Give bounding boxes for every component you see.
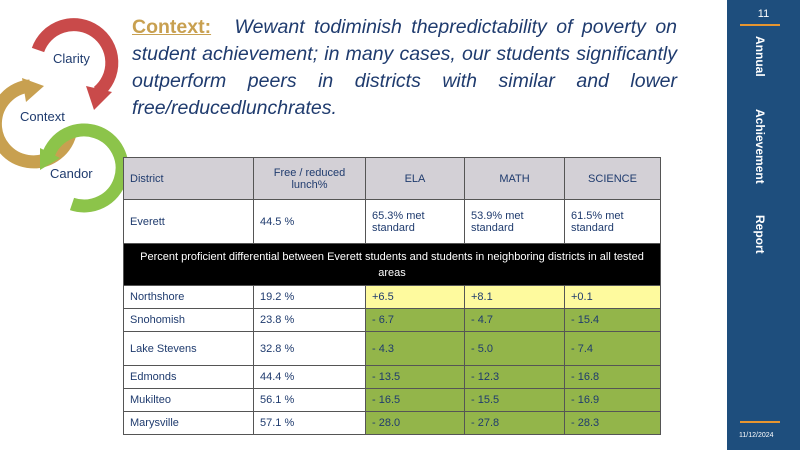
cell-district: Lake Stevens [123, 331, 254, 366]
cell-math: - 5.0 [464, 331, 565, 366]
cell-math: - 15.5 [464, 388, 565, 412]
table-row: Edmonds 44.4 % - 13.5 - 12.3 - 16.8 [123, 365, 661, 389]
clarity-arc [31, 18, 119, 98]
header-district: District [123, 157, 254, 200]
title-word-achievement: Achievement [753, 108, 767, 184]
cell-science: - 16.8 [564, 365, 661, 389]
title-word-report: Report [753, 215, 767, 255]
cycle-arrows [0, 18, 129, 213]
cell-science: - 7.4 [564, 331, 661, 366]
cell-science: - 15.4 [564, 308, 661, 332]
cell-ela: - 6.7 [365, 308, 465, 332]
slide-sidebar: 11 Annual Achievement Report 11/12/2024 [727, 0, 800, 450]
context-paragraph: Context: Wewant todiminish thepredictabi… [132, 14, 677, 122]
cycle-diagram: Clarity Context Candor [0, 8, 129, 220]
context-heading: Context: [132, 16, 212, 38]
cell-math: - 27.8 [464, 411, 565, 435]
context-label: Context [20, 109, 65, 124]
bottom-accent-bar [740, 421, 780, 423]
table-banner-row: Percent proficient differential between … [123, 243, 661, 286]
candor-label: Candor [50, 166, 93, 181]
table-row: Marysville 57.1 % - 28.0 - 27.8 - 28.3 [123, 411, 661, 435]
banner-text: Percent proficient differential between … [123, 243, 661, 286]
cell-district: Everett [123, 199, 254, 244]
header-frl: Free / reduced lunch% [253, 157, 366, 200]
table-row: Lake Stevens 32.8 % - 4.3 - 5.0 - 7.4 [123, 331, 661, 366]
top-accent-bar [740, 24, 780, 26]
candor-arc [41, 123, 129, 213]
candor-arrowhead [40, 148, 60, 170]
cell-district: Northshore [123, 285, 254, 309]
cell-frl: 23.8 % [253, 308, 366, 332]
cell-frl: 57.1 % [253, 411, 366, 435]
table-row: Snohomish 23.8 % - 6.7 - 4.7 - 15.4 [123, 308, 661, 332]
cell-frl: 32.8 % [253, 331, 366, 366]
context-text: Wewant todiminish thepredictability of p… [132, 16, 678, 119]
achievement-table: District Free / reduced lunch% ELA MATH … [123, 157, 661, 435]
cell-ela: - 28.0 [365, 411, 465, 435]
context-arrowhead [22, 78, 44, 102]
cell-ela: - 4.3 [365, 331, 465, 366]
header-math: MATH [464, 157, 565, 200]
cell-math: 53.9% met standard [464, 199, 565, 244]
table-header-row: District Free / reduced lunch% ELA MATH … [123, 157, 661, 200]
cell-frl: 19.2 % [253, 285, 366, 309]
cell-science: +0.1 [564, 285, 661, 309]
cell-math: - 4.7 [464, 308, 565, 332]
header-ela: ELA [365, 157, 465, 200]
cell-district: Mukilteo [123, 388, 254, 412]
table-row-everett: Everett 44.5 % 65.3% met standard 53.9% … [123, 199, 661, 244]
cell-ela: - 13.5 [365, 365, 465, 389]
cell-ela: 65.3% met standard [365, 199, 465, 244]
cell-frl: 44.5 % [253, 199, 366, 244]
cell-ela: - 16.5 [365, 388, 465, 412]
cell-science: - 28.3 [564, 411, 661, 435]
table-row: Northshore 19.2 % +6.5 +8.1 +0.1 [123, 285, 661, 309]
slide-date: 11/12/2024 [739, 432, 774, 439]
cell-frl: 56.1 % [253, 388, 366, 412]
cell-district: Edmonds [123, 365, 254, 389]
cell-frl: 44.4 % [253, 365, 366, 389]
clarity-label: Clarity [53, 51, 90, 66]
context-arc [0, 79, 77, 169]
cell-science: - 16.9 [564, 388, 661, 412]
page-number: 11 [757, 8, 770, 20]
cell-district: Marysville [123, 411, 254, 435]
cell-ela: +6.5 [365, 285, 465, 309]
title-word-annual: Annual [753, 36, 767, 77]
cell-district: Snohomish [123, 308, 254, 332]
table-row: Mukilteo 56.1 % - 16.5 - 15.5 - 16.9 [123, 388, 661, 412]
header-science: SCIENCE [564, 157, 661, 200]
report-title: Annual Achievement Report [753, 36, 767, 266]
clarity-arrowhead [86, 86, 112, 110]
cell-math: - 12.3 [464, 365, 565, 389]
cell-science: 61.5% met standard [564, 199, 661, 244]
cell-math: +8.1 [464, 285, 565, 309]
